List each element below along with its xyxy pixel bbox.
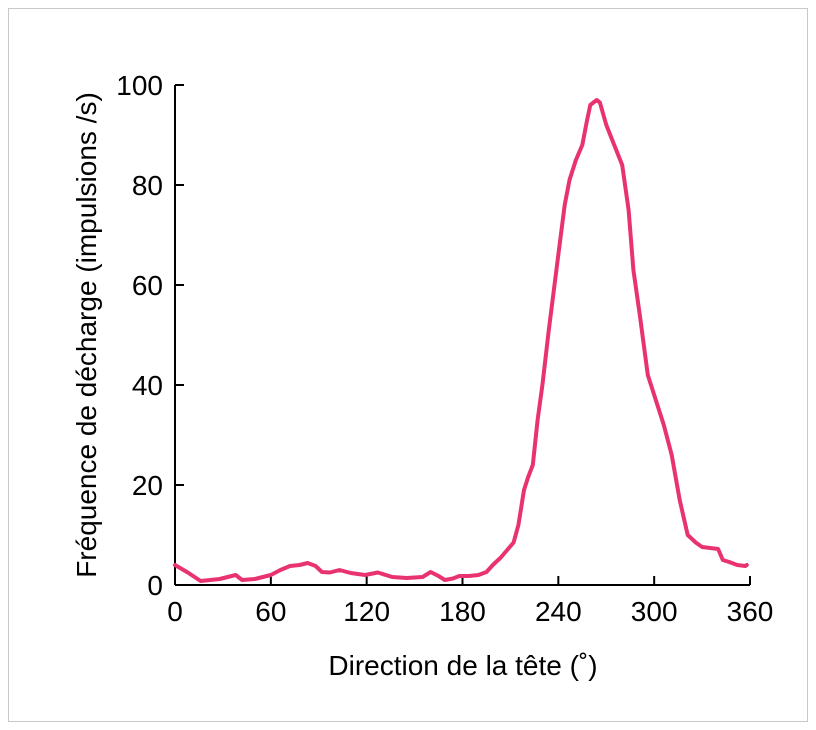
y-tick-label: 60 bbox=[132, 270, 163, 301]
x-tick-label: 180 bbox=[439, 596, 486, 627]
line bbox=[173, 98, 749, 583]
x-tick-label: 60 bbox=[255, 596, 286, 627]
x-tick-label: 0 bbox=[167, 596, 183, 627]
x-axis-label: Direction de la tête (˚) bbox=[328, 650, 597, 681]
y-tick-label: 40 bbox=[132, 370, 163, 401]
x-tick-label: 240 bbox=[535, 596, 582, 627]
x-tick-label: 300 bbox=[631, 596, 678, 627]
x-tick-label: 360 bbox=[727, 596, 774, 627]
x-tick-label: 120 bbox=[343, 596, 390, 627]
y-axis-label: Fréquence de décharge (impulsions /s) bbox=[71, 92, 102, 578]
y-tick-label: 0 bbox=[147, 570, 163, 601]
frame bbox=[8, 8, 808, 722]
y-tick-label: 100 bbox=[116, 70, 163, 101]
y-tick-label: 20 bbox=[132, 470, 163, 501]
y-tick-label: 80 bbox=[132, 170, 163, 201]
